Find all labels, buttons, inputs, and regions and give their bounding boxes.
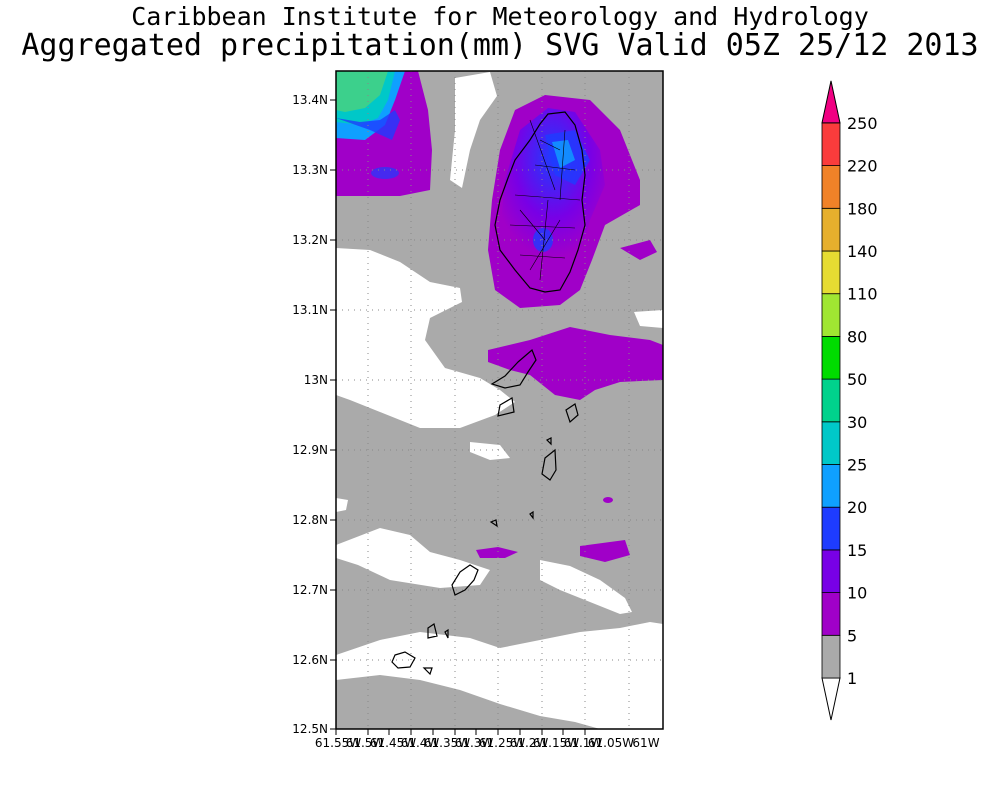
lon-tick-labels: 61.55W 61.5W 61.45W 61.4W 61.35W 61.3W 6… [315,736,660,750]
colorbar-label: 50 [847,370,867,389]
colorbar-swatch [821,634,841,679]
lat-label: 13N [304,373,328,387]
lat-label: 12.9N [292,443,328,457]
lon-label: 61.55W [315,736,361,750]
colorbar-swatch [821,378,841,423]
lon-label: 61.25W [479,736,525,750]
colorbar-swatch [821,549,841,594]
colorbar-swatch [821,122,841,167]
lon-label: 61.4W [401,736,440,750]
no-rain-regions [336,72,663,729]
lon-label: 61.05W [588,736,634,750]
colorbar-label: 250 [847,114,878,133]
lat-label: 12.7N [292,583,328,597]
island-outlines [391,111,586,676]
colorbar-swatch [821,335,841,380]
colorbar-swatch [821,506,841,551]
lon-label: 61.2W [510,736,549,750]
map-frame [335,70,664,730]
colorbar-label: 30 [847,413,867,432]
colorbar-swatch [821,165,841,209]
lat-label: 13.3N [292,163,328,177]
colorbar-label: 15 [847,541,867,560]
colorbar-label: 220 [847,157,878,176]
lat-label: 12.8N [292,513,328,527]
lat-label: 13.2N [292,233,328,247]
lat-tick-labels: 13.4N 13.3N 13.2N 13.1N 13N 12.9N 12.8N … [292,93,328,736]
lon-label: 61.5W [346,736,385,750]
colorbar-label: 5 [847,626,857,645]
lat-label: 12.5N [292,722,328,736]
lon-ticks [335,729,586,735]
lat-label: 13.1N [292,303,328,317]
colorbar-label: 110 [847,285,878,304]
colorbar-swatch [821,592,841,636]
rain-regions [336,71,663,562]
colorbar-swatch [821,207,841,252]
lat-label: 13.4N [292,93,328,107]
colorbar-label: 20 [847,498,867,517]
chart-title: Caribbean Institute for Meteorology and … [131,2,869,31]
colorbar-swatch [821,250,841,295]
colorbar-label: 180 [847,199,878,218]
lon-label: 61.35W [424,736,470,750]
lat-label: 12.6N [292,653,328,667]
lon-label: 61.15W [533,736,579,750]
colorbar-swatch [821,293,841,337]
colorbar-lower-arrow [821,677,841,721]
colorbar-swatch [821,421,841,465]
colorbar-label: 25 [847,456,867,475]
map-grid [336,71,663,729]
colorbar-upper-arrow [821,80,841,124]
lon-label: 61W [632,736,659,750]
lon-label: 61.1W [564,736,603,750]
lat-ticks [330,99,336,730]
colorbar-label: 1 [847,669,857,688]
colorbar-label: 10 [847,584,867,603]
chart-subtitle: Aggregated precipitation(mm) SVG Valid 0… [21,28,979,63]
colorbar-swatch [821,464,841,508]
colorbar-label: 80 [847,327,867,346]
lon-label: 61.45W [370,736,416,750]
colorbar-label: 140 [847,242,878,261]
lon-label: 61.3W [455,736,494,750]
